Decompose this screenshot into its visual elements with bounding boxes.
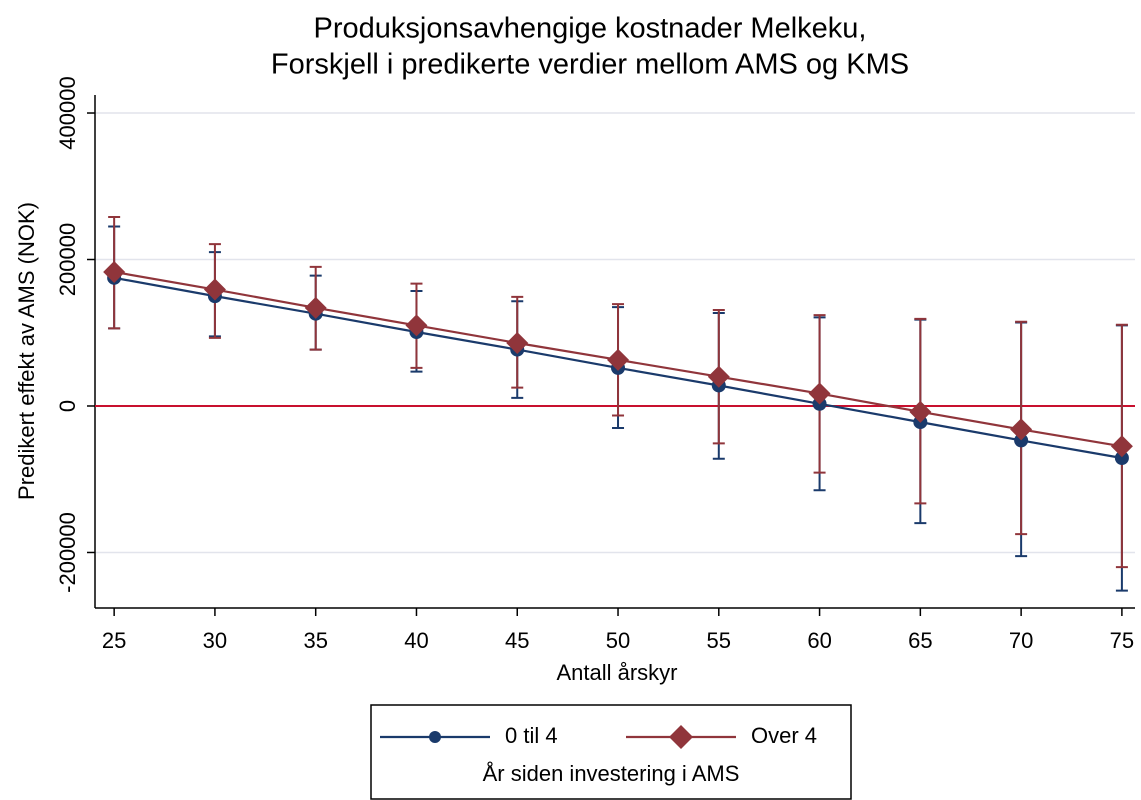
- legend-title: År siden investering i AMS: [483, 761, 740, 786]
- data-point: [506, 332, 529, 355]
- x-axis-label: Antall årskyr: [556, 660, 677, 685]
- data-point: [103, 260, 126, 283]
- x-tick-label: 55: [707, 628, 731, 653]
- x-tick-label: 65: [908, 628, 932, 653]
- data-point: [1010, 418, 1033, 441]
- data-point: [1114, 450, 1129, 465]
- x-tick-label: 70: [1009, 628, 1033, 653]
- x-tick-label: 45: [505, 628, 529, 653]
- x-tick-label: 75: [1110, 628, 1134, 653]
- data-point: [304, 296, 327, 319]
- x-tick-label: 40: [404, 628, 428, 653]
- y-tick-label: 400000: [55, 76, 80, 149]
- y-tick-label: 0: [55, 400, 80, 412]
- y-axis-label: Predikert effekt av AMS (NOK): [14, 202, 39, 500]
- x-tick-label: 25: [102, 628, 126, 653]
- data-point: [203, 278, 226, 301]
- data-point: [607, 348, 630, 371]
- x-tick-label: 30: [203, 628, 227, 653]
- data-point: [707, 365, 730, 388]
- data-point: [909, 400, 932, 423]
- y-tick-label: -200000: [55, 512, 80, 593]
- x-tick-label: 60: [807, 628, 831, 653]
- legend-label: Over 4: [751, 723, 817, 748]
- legend-marker: [429, 731, 441, 743]
- x-tick-label: 50: [606, 628, 630, 653]
- legend-marker: [669, 725, 693, 749]
- x-tick-label: 35: [303, 628, 327, 653]
- y-tick-label: 200000: [55, 223, 80, 296]
- data-point: [1110, 435, 1133, 458]
- legend-label: 0 til 4: [505, 723, 558, 748]
- data-point: [808, 382, 831, 405]
- data-point: [405, 314, 428, 337]
- chart-title: Forskjell i predikerte verdier mellom AM…: [271, 49, 909, 81]
- chart-title: Produksjonsavhengige kostnader Melkeku,: [314, 13, 867, 45]
- legend-box: [370, 704, 852, 800]
